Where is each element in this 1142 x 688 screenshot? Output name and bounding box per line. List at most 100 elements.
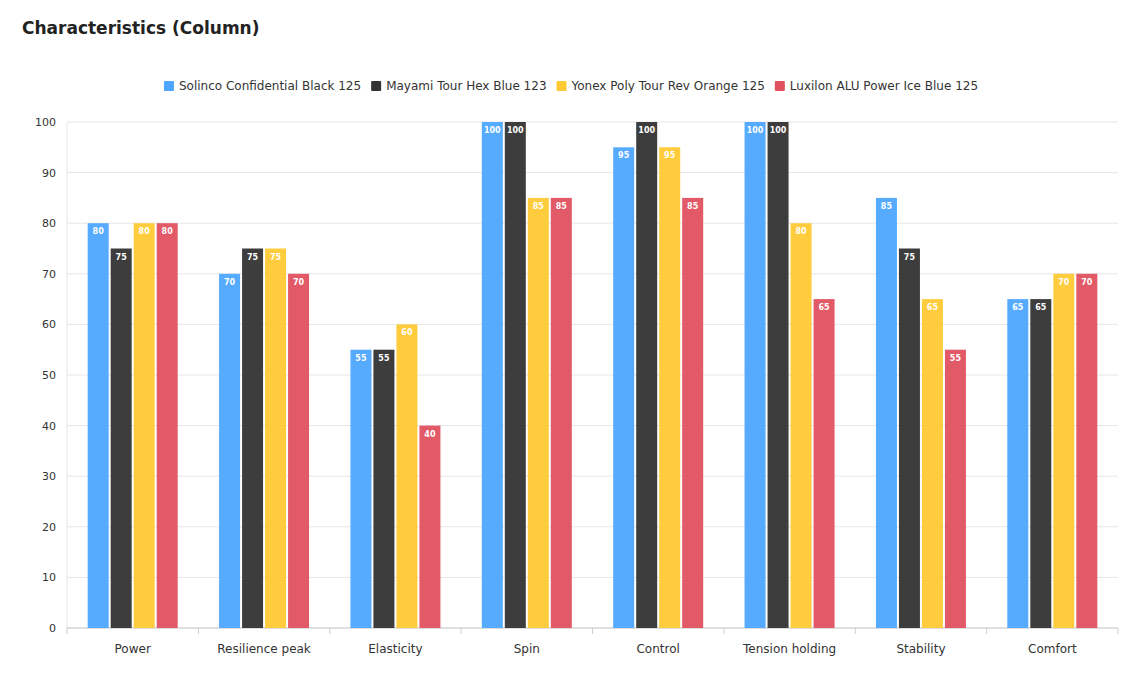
data-label: 100: [507, 126, 524, 135]
y-tick-label: 60: [42, 318, 56, 331]
data-label: 80: [139, 227, 151, 236]
bar: [134, 223, 155, 628]
y-tick-label: 30: [42, 470, 56, 483]
legend-label: Mayami Tour Hex Blue 123: [386, 79, 546, 93]
data-label: 85: [881, 202, 893, 211]
data-label: 100: [770, 126, 787, 135]
y-tick-label: 100: [35, 116, 56, 129]
bar: [899, 249, 920, 629]
data-label: 55: [378, 354, 390, 363]
x-tick-label: Power: [115, 642, 151, 656]
data-label: 95: [618, 151, 630, 160]
data-label: 55: [355, 354, 367, 363]
bar: [88, 223, 109, 628]
y-tick-label: 70: [42, 268, 56, 281]
data-label: 85: [687, 202, 699, 211]
y-tick-label: 10: [42, 571, 56, 584]
data-label: 85: [533, 202, 545, 211]
legend-item: Mayami Tour Hex Blue 123: [371, 79, 546, 93]
legend-swatch: [371, 81, 381, 91]
data-label: 65: [1035, 303, 1047, 312]
y-tick-label: 0: [49, 622, 56, 635]
bar: [682, 198, 703, 628]
bars: [88, 122, 1098, 628]
data-label: 65: [818, 303, 830, 312]
data-label: 80: [162, 227, 174, 236]
data-labels: 80 70 55 100 95 100 85 65 75 75 55 100 100 100 75 65 80 7…: [93, 126, 1093, 439]
title: Characteristics (Column): [22, 18, 259, 38]
grid-line: [67, 223, 1118, 224]
data-label: 65: [1012, 303, 1024, 312]
data-label: 70: [224, 278, 236, 287]
data-label: 80: [93, 227, 105, 236]
bar: [613, 147, 634, 628]
x-tick-label: Spin: [514, 642, 540, 656]
x-tick: [723, 628, 724, 634]
bar: [242, 249, 263, 629]
bar: [768, 122, 789, 628]
x-tick: [329, 628, 330, 634]
x-tick: [67, 628, 68, 634]
data-label: 75: [116, 253, 128, 262]
grid-line: [67, 172, 1118, 173]
data-label: 80: [795, 227, 807, 236]
data-label: 100: [638, 126, 655, 135]
x-tick-label: Control: [636, 642, 679, 656]
data-label: 40: [424, 430, 436, 439]
bar: [1007, 299, 1028, 628]
data-label: 100: [747, 126, 764, 135]
x-tick: [986, 628, 987, 634]
bar: [157, 223, 178, 628]
legend-label: Luxilon ALU Power Ice Blue 125: [790, 79, 978, 93]
x-tick: [198, 628, 199, 634]
data-label: 85: [556, 202, 568, 211]
bar: [876, 198, 897, 628]
bar: [791, 223, 812, 628]
bar: [945, 350, 966, 628]
bar: [659, 147, 680, 628]
bar: [1030, 299, 1051, 628]
bar: [265, 249, 286, 629]
bar: [350, 350, 371, 628]
x-tick: [461, 628, 462, 634]
x-tick-label: Tension holding: [742, 642, 836, 656]
bar: [482, 122, 503, 628]
x-tick: [855, 628, 856, 634]
bar: [219, 274, 240, 628]
data-label: 75: [904, 253, 916, 262]
legend-label: Yonex Poly Tour Rev Orange 125: [571, 79, 765, 93]
x-tick-label: Stability: [896, 642, 945, 656]
data-label: 100: [484, 126, 501, 135]
data-label: 55: [950, 354, 962, 363]
legend-swatch: [557, 81, 567, 91]
data-label: 60: [401, 328, 413, 337]
bar: [373, 350, 394, 628]
chart: Characteristics (Column)0102030405060708…: [0, 0, 1142, 688]
bar: [922, 299, 943, 628]
bar: [505, 122, 526, 628]
data-label: 70: [293, 278, 305, 287]
y-tick-label: 50: [42, 369, 56, 382]
data-label: 65: [927, 303, 939, 312]
bar: [636, 122, 657, 628]
data-label: 75: [247, 253, 259, 262]
data-label: 95: [664, 151, 676, 160]
bar: [1076, 274, 1097, 628]
grid-line: [67, 122, 1118, 123]
data-label: 70: [1081, 278, 1093, 287]
bar: [1053, 274, 1074, 628]
x-tick-label: Resilience peak: [217, 642, 311, 656]
legend-item: Yonex Poly Tour Rev Orange 125: [557, 79, 765, 93]
bar: [419, 426, 440, 628]
bar: [745, 122, 766, 628]
legend-swatch: [775, 81, 785, 91]
bar: [288, 274, 309, 628]
bar: [396, 324, 417, 628]
y-tick-label: 20: [42, 521, 56, 534]
y-tick-label: 80: [42, 217, 56, 230]
legend-item: Luxilon ALU Power Ice Blue 125: [775, 79, 978, 93]
y-axis: [67, 122, 68, 628]
legend-swatch: [164, 81, 174, 91]
legend: Solinco Confidential Black 125Mayami Tou…: [164, 79, 978, 93]
y-tick-label: 90: [42, 167, 56, 180]
